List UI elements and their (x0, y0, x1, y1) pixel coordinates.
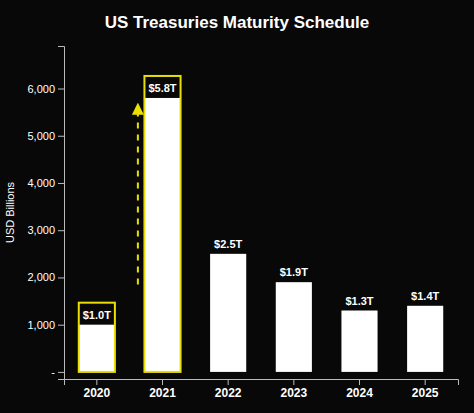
data-label: $1.3T (345, 295, 373, 307)
y-tick-mark (58, 136, 64, 137)
x-tick: 2024 (346, 379, 373, 400)
x-axis: 2020 2021 2022 2023 2024 2025 (65, 379, 459, 400)
chart-container: US Treasuries Maturity Schedule - 1,000 2,0… (0, 0, 474, 413)
data-label: $5.8T (148, 82, 176, 94)
highlight-box (144, 76, 180, 372)
y-tick: 3,000 (27, 224, 64, 236)
y-tick-mark (58, 183, 64, 184)
bar (407, 306, 443, 372)
bar (79, 325, 115, 372)
data-label: $1.4T (411, 290, 439, 302)
y-axis-title: USD Billions (4, 181, 16, 243)
highlight-box (79, 303, 115, 372)
data-label: $1.9T (280, 266, 308, 278)
x-tick-mark (162, 379, 163, 385)
x-tick-mark (293, 379, 294, 385)
x-tick-label: 2025 (412, 386, 439, 400)
x-tick-label: 2023 (280, 386, 307, 400)
y-tick: 1,000 (27, 319, 64, 331)
data-labels: $1.0T $5.8T $2.5T $1.9T $1.3T $1.4T (83, 82, 440, 321)
chart-title: US Treasuries Maturity Schedule (105, 13, 370, 32)
x-tick-label: 2024 (346, 386, 373, 400)
y-tick-label: 4,000 (27, 177, 55, 189)
y-tick: 4,000 (27, 177, 64, 189)
bar (276, 282, 312, 372)
x-tick: 2020 (83, 379, 110, 400)
x-tick-mark (228, 379, 229, 385)
x-tick-mark (96, 379, 97, 385)
y-axis-line (58, 47, 65, 380)
x-tick-label: 2020 (83, 386, 110, 400)
y-tick: 6,000 (27, 83, 64, 95)
y-tick-mark (58, 325, 64, 326)
x-tick: 2023 (280, 379, 307, 400)
chart-svg: US Treasuries Maturity Schedule - 1,000 2,0… (0, 0, 474, 413)
plot-area: -1,0002,0003,0004,0005,0006,000202020212… (4, 47, 459, 400)
y-tick-label: 5,000 (27, 130, 55, 142)
data-label: $1.0T (83, 309, 111, 321)
x-tick-label: 2022 (215, 386, 242, 400)
x-tick-label: 2021 (149, 386, 176, 400)
bar (341, 311, 377, 372)
y-tick-label: 1,000 (27, 319, 55, 331)
bar (144, 98, 180, 372)
y-tick-label: 2,000 (27, 271, 55, 283)
y-tick-label: 3,000 (27, 224, 55, 236)
data-label: $2.5T (214, 238, 242, 250)
x-axis-line (65, 380, 459, 386)
x-tick-mark (359, 379, 360, 385)
x-tick: 2025 (412, 379, 439, 400)
bar (210, 254, 246, 372)
x-tick: 2022 (215, 379, 242, 400)
y-tick-mark (58, 277, 64, 278)
y-axis: - 1,000 2,000 3,000 4,000 5,000 6,000 (27, 47, 64, 380)
background (0, 0, 474, 413)
y-tick-label: 6,000 (27, 83, 55, 95)
y-tick: 2,000 (27, 271, 64, 283)
y-tick-mark (58, 230, 64, 231)
x-tick: 2021 (149, 379, 176, 400)
annotation-arrow (137, 105, 139, 284)
y-tick-mark (58, 89, 64, 90)
y-tick: - (51, 366, 64, 378)
x-tick-mark (425, 379, 426, 385)
y-tick-label: - (51, 366, 55, 378)
bars (79, 98, 443, 372)
y-tick: 5,000 (27, 130, 64, 142)
annotations (79, 76, 181, 372)
y-tick-mark (58, 372, 64, 373)
